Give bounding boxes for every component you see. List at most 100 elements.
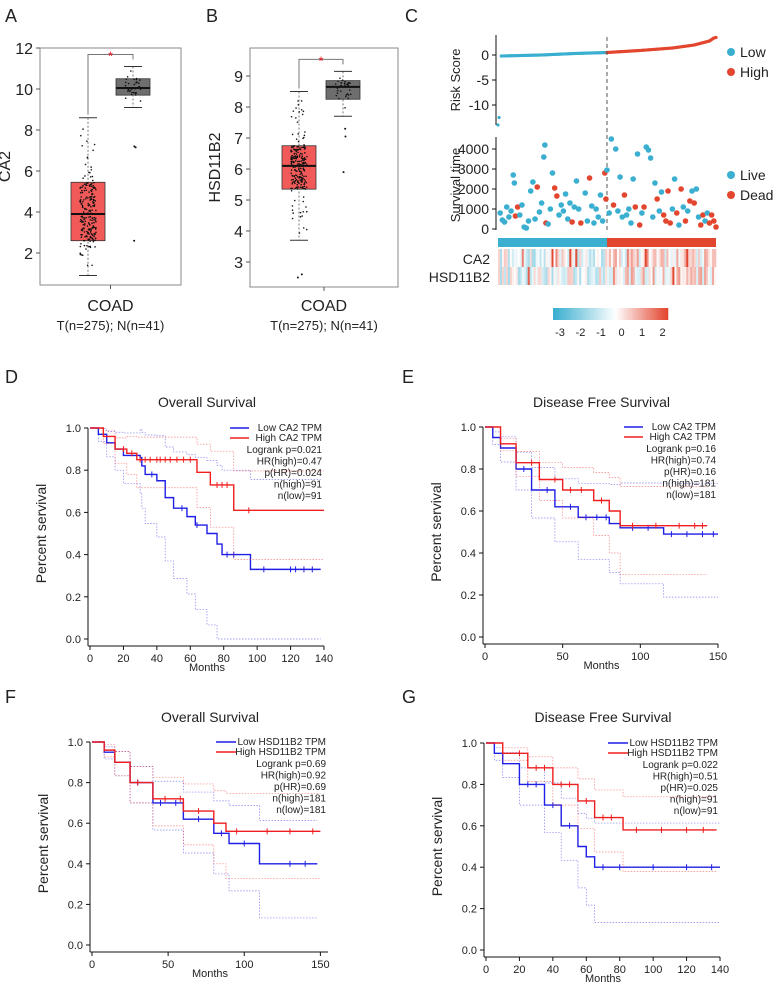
heatmap-cell bbox=[704, 267, 707, 285]
y-tick-label: -5 bbox=[477, 72, 490, 88]
jitter-point bbox=[82, 177, 84, 179]
jitter-point bbox=[91, 209, 93, 211]
jitter-point bbox=[301, 162, 304, 164]
jitter-point bbox=[87, 204, 90, 207]
survival-point-live bbox=[628, 220, 634, 226]
jitter-point bbox=[295, 153, 298, 155]
jitter-point bbox=[133, 78, 135, 81]
heatmap-cell bbox=[660, 249, 663, 267]
survival-point-live bbox=[608, 136, 615, 142]
jitter-point bbox=[81, 205, 84, 208]
stat-label: p(HR)=0.16 bbox=[664, 467, 716, 478]
colorbar-cell bbox=[587, 308, 590, 320]
jitter-point bbox=[131, 91, 133, 94]
legend-dot bbox=[727, 68, 735, 76]
outlier-point bbox=[300, 273, 303, 276]
y-tick-label: 0.8 bbox=[68, 778, 83, 790]
survival-point-live bbox=[604, 167, 610, 173]
heatmap-cell bbox=[575, 249, 578, 267]
heatmap-cell bbox=[714, 267, 717, 285]
survival-point-dead bbox=[687, 198, 693, 204]
jitter-point bbox=[91, 219, 93, 221]
heatmap-cell bbox=[628, 249, 632, 267]
jitter-point bbox=[93, 181, 95, 184]
jitter-point bbox=[301, 176, 303, 179]
heatmap-cell bbox=[595, 267, 598, 285]
jitter-point bbox=[303, 187, 306, 190]
jitter-point bbox=[86, 140, 88, 142]
x-tick-label: 150 bbox=[709, 651, 727, 663]
jitter-point bbox=[83, 244, 86, 247]
x-tick-label: 120 bbox=[281, 653, 299, 665]
heatmap-cell bbox=[668, 267, 671, 285]
colorbar-cell bbox=[643, 308, 646, 320]
jitter-point bbox=[295, 170, 297, 172]
jitter-point bbox=[347, 97, 350, 100]
jitter-point bbox=[85, 235, 88, 237]
jitter-point bbox=[90, 205, 92, 208]
stat-label: n(high)=91 bbox=[274, 480, 323, 491]
jitter-point bbox=[302, 161, 305, 164]
x-tick-label: 150 bbox=[311, 959, 329, 971]
jitter-point bbox=[303, 169, 306, 172]
jitter-point bbox=[124, 84, 127, 87]
heatmap-cell bbox=[555, 249, 558, 267]
jitter-point bbox=[91, 213, 94, 215]
jitter-point bbox=[82, 184, 84, 187]
panel-letter-G: G bbox=[402, 687, 416, 707]
jitter-point bbox=[91, 193, 94, 195]
heatmap-cell bbox=[503, 267, 507, 285]
jitter-point bbox=[91, 188, 93, 191]
survival-point-live bbox=[680, 204, 687, 210]
y-tick-label: 8 bbox=[234, 100, 243, 117]
x-tick-label: 100 bbox=[235, 959, 253, 971]
jitter-point bbox=[300, 109, 303, 111]
jitter-point bbox=[338, 97, 340, 100]
heatmap-cell bbox=[579, 267, 582, 285]
heatmap-cell bbox=[545, 249, 548, 267]
legend-label: High bbox=[740, 64, 769, 80]
outlier-point bbox=[344, 127, 347, 130]
heatmap-cell bbox=[612, 249, 616, 267]
heatmap-cell bbox=[696, 249, 699, 267]
survival-point-live bbox=[573, 178, 580, 184]
jitter-point bbox=[93, 226, 95, 229]
colorbar-cell bbox=[664, 308, 667, 320]
heatmap-cell bbox=[632, 249, 636, 267]
heatmap-cell bbox=[646, 249, 649, 267]
survival-point-live bbox=[597, 192, 604, 198]
heatmap-cell bbox=[498, 249, 501, 267]
colorbar-cell bbox=[620, 308, 623, 320]
survival-point-live bbox=[645, 147, 652, 153]
jitter-point bbox=[299, 147, 301, 149]
heatmap-cell bbox=[607, 249, 610, 267]
jitter-point bbox=[290, 160, 292, 163]
heatmap-cell bbox=[597, 249, 600, 267]
colorbar-cell bbox=[574, 308, 577, 320]
jitter-point bbox=[80, 229, 83, 231]
jitter-point bbox=[94, 217, 97, 220]
jitter-point bbox=[82, 199, 85, 201]
jitter-point bbox=[88, 213, 90, 216]
colorbar-cell bbox=[589, 308, 592, 320]
survival-point-dead bbox=[551, 185, 558, 191]
jitter-point bbox=[295, 117, 297, 119]
x-tick-label: 80 bbox=[614, 964, 626, 976]
survival-point-live bbox=[617, 174, 623, 180]
jitter-point bbox=[303, 156, 306, 159]
jitter-point bbox=[93, 187, 96, 189]
colorbar-cell bbox=[625, 308, 629, 320]
jitter-point bbox=[91, 226, 94, 229]
jitter-point bbox=[91, 182, 93, 185]
survival-point-dead bbox=[711, 218, 717, 224]
jitter-point bbox=[302, 137, 304, 140]
colorbar-cell bbox=[604, 308, 607, 320]
jitter-point bbox=[300, 183, 302, 186]
jitter-point bbox=[80, 236, 83, 239]
jitter-point bbox=[92, 225, 95, 227]
y-tick-label: 9 bbox=[234, 69, 243, 86]
significance-bracket bbox=[298, 58, 344, 89]
colorbar-cell bbox=[600, 308, 604, 320]
heatmap-cell bbox=[589, 249, 592, 267]
heatmap-cell bbox=[638, 267, 641, 285]
